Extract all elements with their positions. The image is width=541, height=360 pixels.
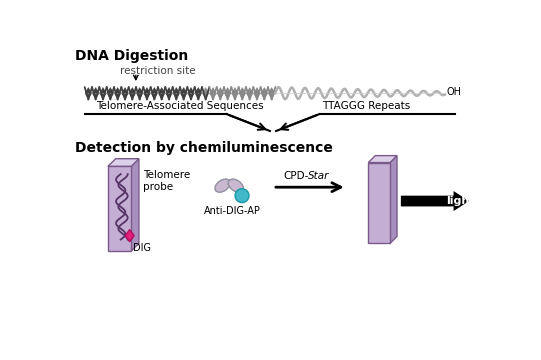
Polygon shape: [166, 87, 173, 93]
Polygon shape: [246, 93, 253, 99]
Polygon shape: [129, 87, 136, 93]
Polygon shape: [100, 93, 107, 99]
Polygon shape: [158, 93, 166, 99]
Polygon shape: [107, 87, 114, 93]
Polygon shape: [136, 87, 143, 93]
Polygon shape: [187, 93, 195, 99]
Polygon shape: [151, 87, 158, 93]
Polygon shape: [158, 87, 166, 93]
Polygon shape: [253, 87, 261, 93]
Polygon shape: [114, 87, 121, 93]
Polygon shape: [143, 87, 151, 93]
Polygon shape: [239, 87, 246, 93]
Polygon shape: [209, 93, 216, 99]
Polygon shape: [261, 87, 268, 93]
Polygon shape: [268, 87, 275, 93]
Polygon shape: [390, 156, 397, 243]
Polygon shape: [100, 87, 107, 93]
Text: DNA Digestion: DNA Digestion: [75, 49, 189, 63]
Polygon shape: [85, 93, 92, 99]
Polygon shape: [121, 93, 129, 99]
Polygon shape: [136, 93, 143, 99]
Text: light: light: [446, 196, 475, 206]
Text: Telomere
probe: Telomere probe: [143, 170, 190, 192]
Text: Telomere-Associated Sequences: Telomere-Associated Sequences: [96, 101, 264, 111]
Polygon shape: [151, 93, 158, 99]
Polygon shape: [187, 87, 195, 93]
Polygon shape: [224, 93, 232, 99]
Polygon shape: [143, 93, 151, 99]
Text: OH: OH: [447, 87, 461, 98]
Ellipse shape: [215, 179, 230, 192]
Polygon shape: [195, 87, 202, 93]
Polygon shape: [261, 93, 268, 99]
Text: Detection by chemiluminescence: Detection by chemiluminescence: [75, 141, 333, 155]
Text: DIG: DIG: [134, 243, 151, 253]
Polygon shape: [368, 163, 390, 243]
Text: TTAGGG Repeats: TTAGGG Repeats: [322, 101, 411, 111]
Polygon shape: [85, 87, 92, 93]
Polygon shape: [108, 159, 139, 166]
Polygon shape: [239, 93, 246, 99]
Polygon shape: [114, 93, 121, 99]
Polygon shape: [202, 87, 209, 93]
Polygon shape: [180, 93, 187, 99]
Polygon shape: [216, 93, 224, 99]
Polygon shape: [129, 93, 136, 99]
Polygon shape: [173, 87, 180, 93]
Polygon shape: [268, 93, 275, 99]
Text: Anti-DIG-AP: Anti-DIG-AP: [203, 206, 260, 216]
Text: restriction site: restriction site: [120, 66, 196, 76]
Polygon shape: [232, 93, 239, 99]
Polygon shape: [232, 87, 239, 93]
Polygon shape: [224, 87, 232, 93]
Polygon shape: [253, 93, 261, 99]
FancyArrow shape: [401, 191, 469, 211]
Polygon shape: [125, 230, 134, 242]
Polygon shape: [131, 159, 139, 251]
Polygon shape: [92, 87, 100, 93]
Polygon shape: [107, 93, 114, 99]
Polygon shape: [92, 93, 100, 99]
Polygon shape: [166, 93, 173, 99]
Polygon shape: [195, 93, 202, 99]
Polygon shape: [108, 166, 131, 251]
Circle shape: [235, 189, 249, 203]
Polygon shape: [368, 156, 397, 163]
Polygon shape: [216, 87, 224, 93]
Polygon shape: [202, 93, 209, 99]
Ellipse shape: [228, 179, 243, 192]
Polygon shape: [180, 87, 187, 93]
Polygon shape: [246, 87, 253, 93]
Text: CPD-: CPD-: [283, 171, 308, 181]
Polygon shape: [121, 87, 129, 93]
Text: Star: Star: [308, 171, 329, 181]
Polygon shape: [209, 87, 216, 93]
Polygon shape: [173, 93, 180, 99]
